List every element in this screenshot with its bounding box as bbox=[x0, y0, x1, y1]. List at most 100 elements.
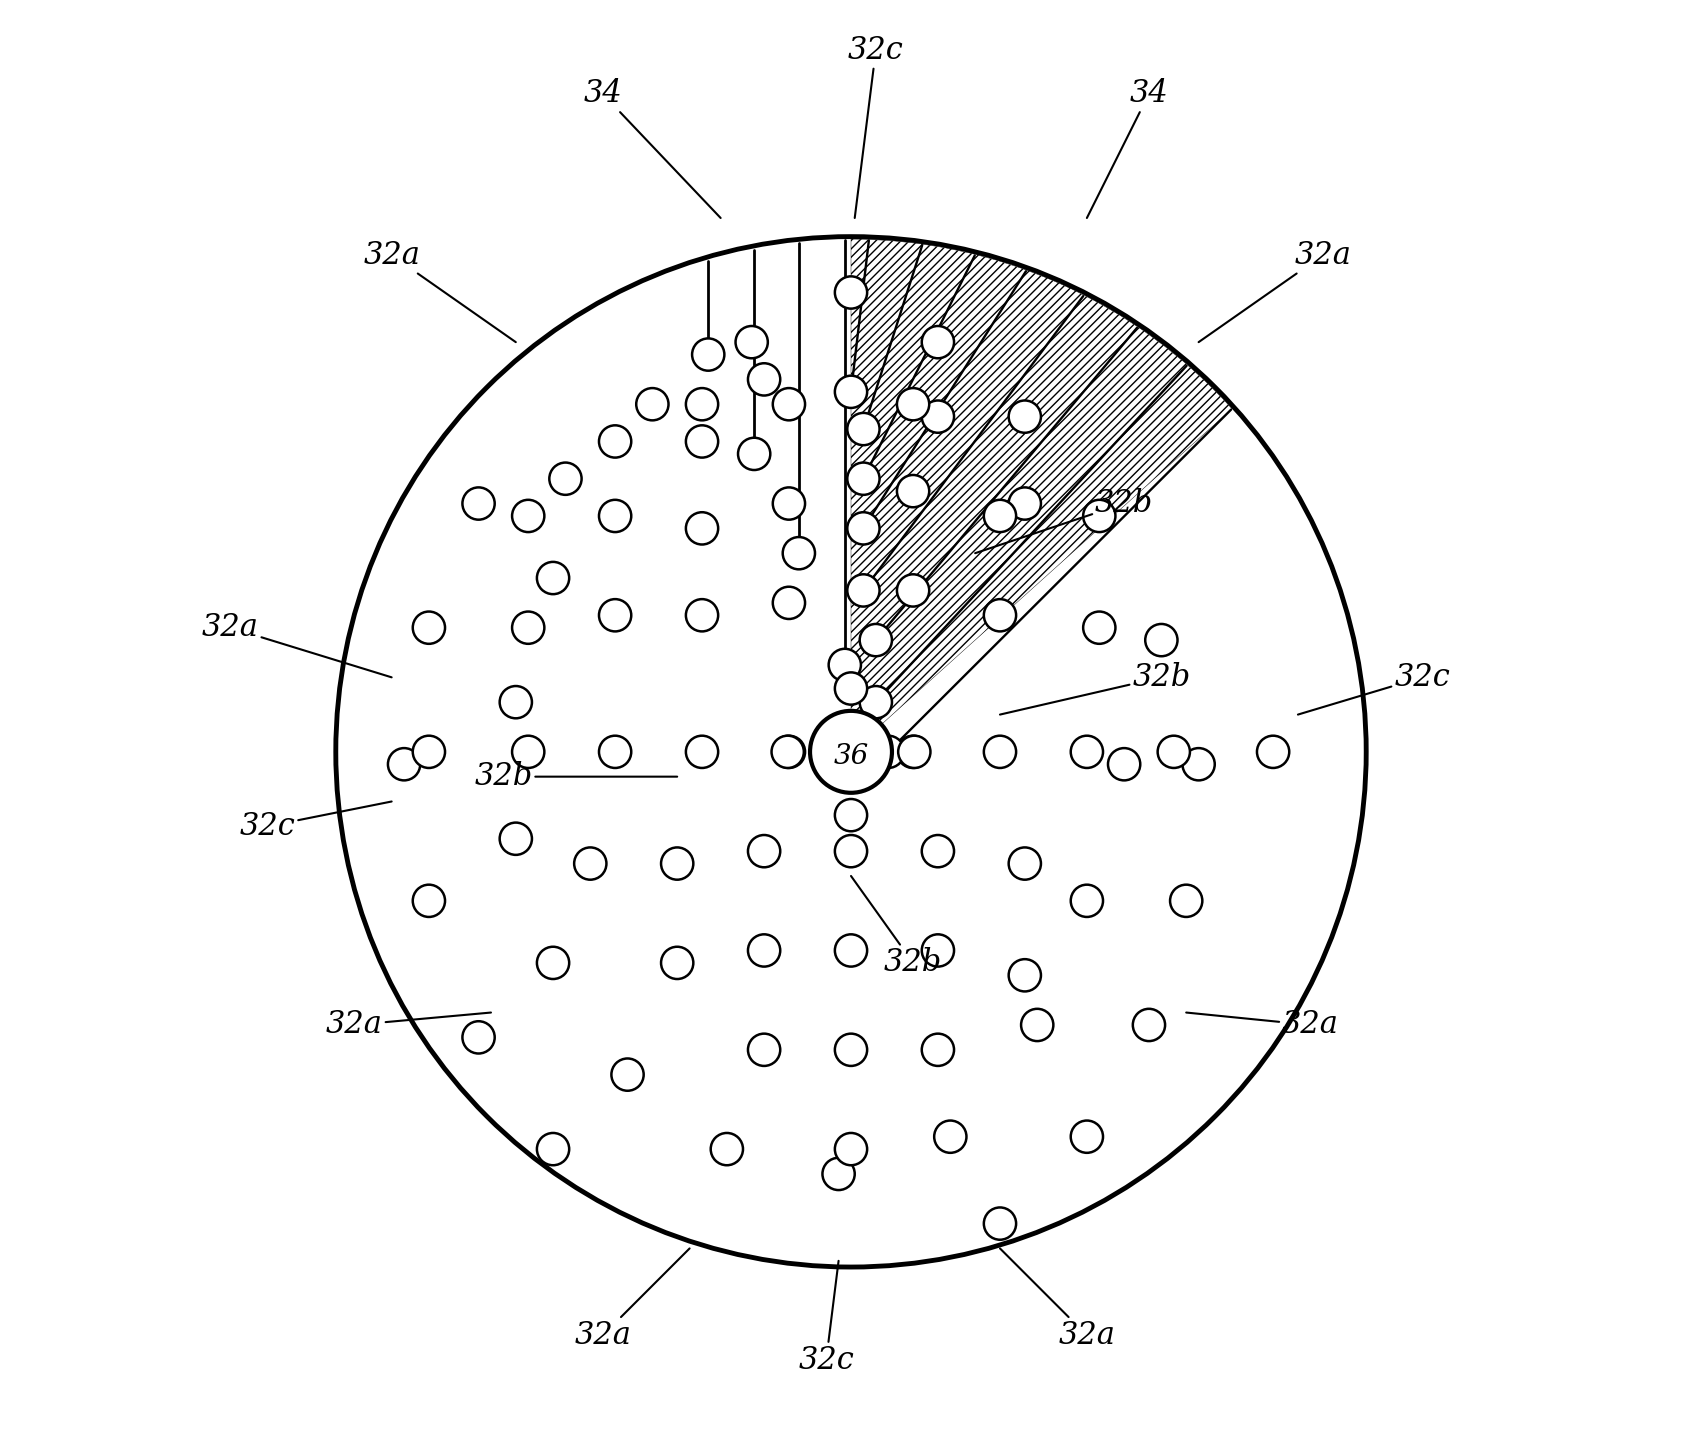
Circle shape bbox=[1009, 487, 1042, 519]
Circle shape bbox=[860, 624, 892, 656]
Circle shape bbox=[848, 574, 880, 606]
Circle shape bbox=[922, 1034, 955, 1066]
Circle shape bbox=[1071, 884, 1103, 917]
Circle shape bbox=[848, 512, 880, 544]
Circle shape bbox=[637, 388, 669, 420]
Circle shape bbox=[871, 736, 904, 768]
Circle shape bbox=[611, 1059, 643, 1090]
Circle shape bbox=[1071, 1121, 1103, 1153]
Circle shape bbox=[512, 736, 545, 768]
Circle shape bbox=[414, 736, 444, 768]
Text: 32b: 32b bbox=[1001, 662, 1190, 714]
Circle shape bbox=[984, 1207, 1016, 1240]
Circle shape bbox=[771, 736, 803, 768]
Circle shape bbox=[783, 537, 815, 570]
Circle shape bbox=[686, 426, 718, 458]
Circle shape bbox=[1108, 749, 1140, 781]
Circle shape bbox=[773, 388, 805, 420]
Circle shape bbox=[848, 413, 880, 445]
Circle shape bbox=[822, 1157, 854, 1189]
Circle shape bbox=[922, 400, 955, 433]
Text: 32b: 32b bbox=[975, 489, 1154, 553]
Circle shape bbox=[512, 612, 545, 644]
Circle shape bbox=[897, 574, 929, 606]
Circle shape bbox=[773, 587, 805, 619]
Circle shape bbox=[984, 736, 1016, 768]
Circle shape bbox=[897, 475, 929, 507]
Circle shape bbox=[934, 1121, 967, 1153]
Text: 32a: 32a bbox=[1001, 1249, 1115, 1351]
Circle shape bbox=[388, 749, 420, 781]
Circle shape bbox=[1134, 1009, 1166, 1041]
Circle shape bbox=[899, 736, 931, 768]
Circle shape bbox=[693, 339, 725, 371]
Circle shape bbox=[536, 947, 568, 979]
Text: 32a: 32a bbox=[1186, 1009, 1339, 1041]
Circle shape bbox=[747, 835, 780, 867]
Circle shape bbox=[860, 686, 892, 718]
Circle shape bbox=[984, 599, 1016, 631]
Circle shape bbox=[599, 736, 631, 768]
Text: 32a: 32a bbox=[203, 612, 391, 678]
Text: 32a: 32a bbox=[1198, 240, 1351, 342]
Circle shape bbox=[536, 1133, 568, 1165]
Text: 32b: 32b bbox=[851, 875, 943, 979]
Circle shape bbox=[1071, 736, 1103, 768]
Circle shape bbox=[536, 561, 568, 595]
Text: 32c: 32c bbox=[848, 35, 904, 218]
Circle shape bbox=[773, 487, 805, 519]
Circle shape bbox=[773, 736, 805, 768]
Text: 36: 36 bbox=[834, 743, 868, 771]
Circle shape bbox=[1183, 749, 1215, 781]
Circle shape bbox=[686, 512, 718, 544]
Circle shape bbox=[550, 462, 582, 494]
Circle shape bbox=[1021, 1009, 1054, 1041]
Circle shape bbox=[836, 835, 866, 867]
Circle shape bbox=[660, 848, 693, 880]
Circle shape bbox=[739, 438, 771, 470]
Text: 32c: 32c bbox=[240, 801, 391, 842]
Circle shape bbox=[984, 500, 1016, 532]
Circle shape bbox=[574, 848, 606, 880]
Text: 32b: 32b bbox=[475, 760, 677, 792]
Text: 34: 34 bbox=[584, 79, 720, 218]
Circle shape bbox=[836, 800, 866, 832]
Circle shape bbox=[836, 1133, 866, 1165]
Circle shape bbox=[599, 599, 631, 631]
Circle shape bbox=[414, 612, 444, 644]
Circle shape bbox=[500, 686, 533, 718]
Circle shape bbox=[922, 935, 955, 967]
Circle shape bbox=[686, 599, 718, 631]
Circle shape bbox=[686, 736, 718, 768]
Circle shape bbox=[848, 462, 880, 494]
Circle shape bbox=[922, 835, 955, 867]
Text: 32a: 32a bbox=[363, 240, 516, 342]
Circle shape bbox=[735, 326, 768, 358]
Circle shape bbox=[836, 672, 866, 705]
Circle shape bbox=[500, 823, 533, 855]
Circle shape bbox=[836, 1034, 866, 1066]
Circle shape bbox=[414, 884, 444, 917]
Circle shape bbox=[810, 711, 892, 792]
Circle shape bbox=[747, 1034, 780, 1066]
Circle shape bbox=[1009, 848, 1042, 880]
Circle shape bbox=[512, 500, 545, 532]
Circle shape bbox=[1157, 736, 1190, 768]
Circle shape bbox=[1258, 736, 1288, 768]
Circle shape bbox=[747, 364, 780, 395]
Circle shape bbox=[599, 426, 631, 458]
Text: 32a: 32a bbox=[327, 1009, 490, 1041]
Circle shape bbox=[922, 326, 955, 358]
Text: 32c: 32c bbox=[1299, 662, 1450, 714]
Circle shape bbox=[836, 375, 866, 409]
Circle shape bbox=[897, 388, 929, 420]
Circle shape bbox=[463, 487, 495, 519]
Circle shape bbox=[686, 388, 718, 420]
Circle shape bbox=[711, 1133, 744, 1165]
Circle shape bbox=[1169, 884, 1202, 917]
Text: 32c: 32c bbox=[798, 1261, 854, 1375]
Circle shape bbox=[836, 935, 866, 967]
Circle shape bbox=[463, 1021, 495, 1054]
Circle shape bbox=[836, 276, 866, 308]
Circle shape bbox=[1009, 400, 1042, 433]
